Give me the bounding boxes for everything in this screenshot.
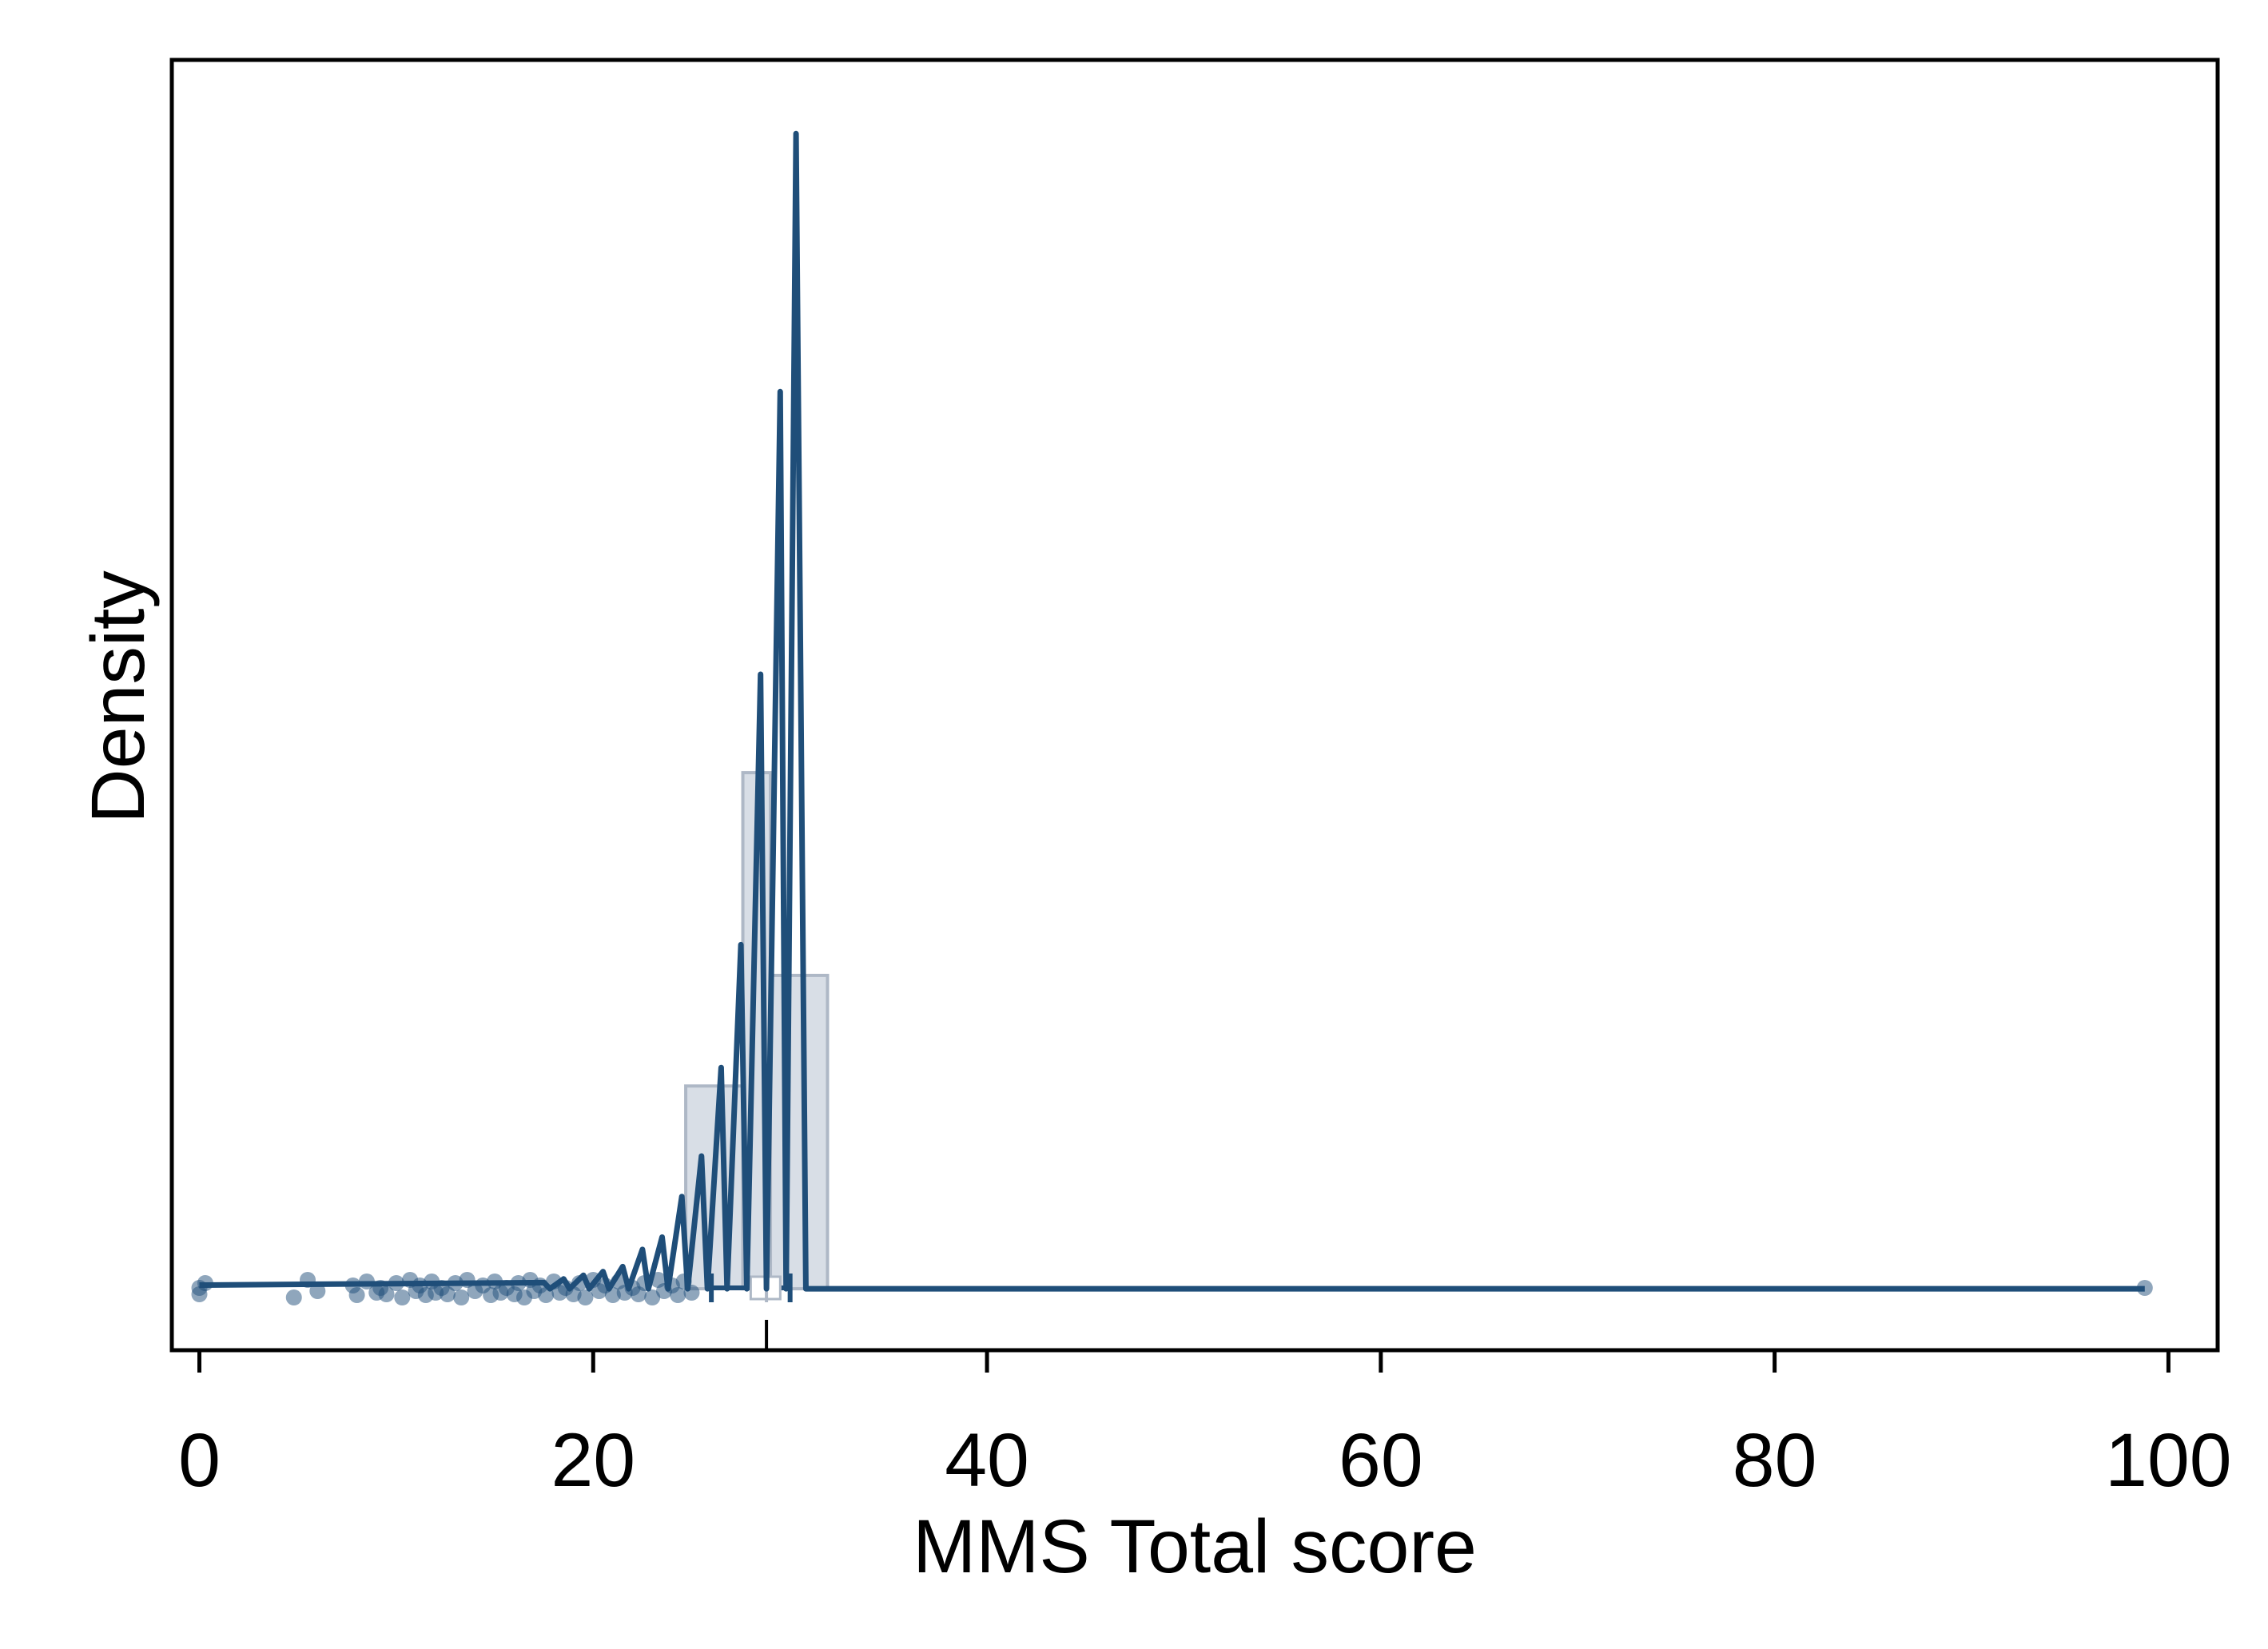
x-tick-label: 60 (1339, 1418, 1423, 1503)
data-point (2136, 1280, 2153, 1296)
data-point (453, 1289, 470, 1305)
density-line (199, 130, 2145, 1292)
x-tick-label: 100 (2105, 1418, 2232, 1503)
data-point (644, 1289, 661, 1305)
x-tick-label: 80 (1733, 1418, 1817, 1503)
data-point (439, 1286, 456, 1302)
histogram-bar-2 (769, 973, 830, 1291)
x-tick-label: 20 (551, 1418, 635, 1503)
data-point (285, 1289, 302, 1305)
data-point (309, 1283, 326, 1299)
x-axis-label: MMS Total score (913, 1504, 1477, 1589)
plot-frame (169, 58, 2220, 1353)
x-tick-label: 40 (945, 1418, 1029, 1503)
x-axis-ticks: 0 20 40 60 80 100 (178, 1350, 2232, 1503)
data-point (670, 1287, 686, 1303)
data-point (378, 1286, 395, 1302)
data-point (348, 1287, 365, 1303)
y-axis-label: Density (76, 570, 161, 824)
data-point (577, 1289, 594, 1305)
x-tick-label: 0 (178, 1418, 221, 1503)
data-point (394, 1289, 411, 1305)
